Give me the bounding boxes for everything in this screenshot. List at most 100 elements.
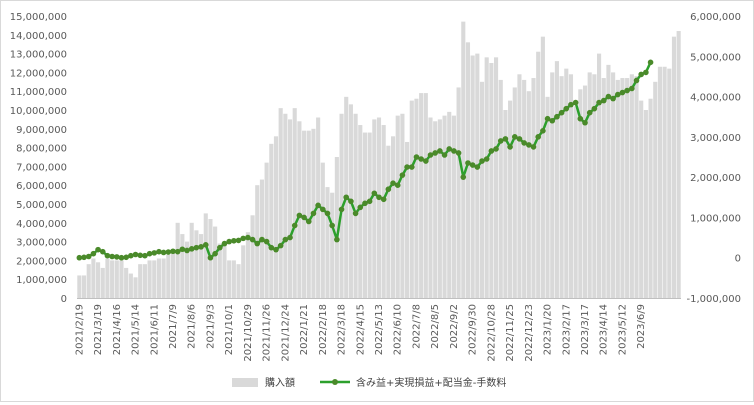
bar <box>217 243 222 298</box>
line-point <box>558 109 565 116</box>
x-axis: 2021/2/19 2021/3/19 2021/4/16 2021/5/14 2021… <box>74 298 681 362</box>
bar <box>540 36 545 299</box>
bar <box>236 264 241 298</box>
bar <box>498 79 503 298</box>
line-point <box>76 254 83 261</box>
bar <box>297 121 302 298</box>
line-point <box>170 248 176 255</box>
line-point <box>160 249 167 256</box>
line-point <box>320 206 326 213</box>
bar <box>643 110 648 298</box>
line-point <box>184 247 190 254</box>
line-point <box>441 152 448 158</box>
bar <box>578 89 583 298</box>
bar <box>479 81 485 298</box>
right-tick-label: 1,000,000 <box>690 213 741 224</box>
line-point <box>128 252 134 259</box>
line-point <box>502 136 509 142</box>
bar <box>592 74 597 298</box>
bar <box>395 115 400 298</box>
bar <box>419 93 424 298</box>
x-tick-label: 2021/7/9 <box>168 304 179 349</box>
legend: 購入額 含み益+実現損益+配当金-手数料 <box>232 376 506 389</box>
x-tick-label: 2021/9/3 <box>205 304 216 349</box>
line-point <box>399 172 406 178</box>
line-point <box>610 95 616 102</box>
bar <box>606 64 611 298</box>
line-point <box>334 236 340 243</box>
bar <box>671 36 677 299</box>
bar <box>465 42 471 298</box>
line-point <box>385 186 392 193</box>
line-point <box>521 140 527 146</box>
bar <box>381 125 386 298</box>
x-tick-label: 2021/11/26 <box>262 304 273 362</box>
line-point <box>291 222 298 229</box>
bar <box>428 117 433 299</box>
bar <box>96 262 101 298</box>
bar <box>77 275 82 298</box>
line-point <box>268 244 275 251</box>
line-point <box>109 253 115 260</box>
x-tick-label: 2022/2/18 <box>318 304 329 355</box>
bar <box>353 113 358 298</box>
x-tick-label: 2022/10/28 <box>486 304 497 362</box>
line-point <box>530 144 537 150</box>
line-point <box>629 85 635 92</box>
bar <box>241 245 246 298</box>
line-point <box>507 144 513 150</box>
line-point <box>535 134 541 140</box>
bar <box>222 241 227 298</box>
left-tick-label: 10,000,000 <box>10 106 67 117</box>
right-tick-label: 2,000,000 <box>690 173 741 184</box>
left-tick-label: 9,000,000 <box>16 125 67 136</box>
bar <box>405 141 410 298</box>
line-point <box>132 251 139 258</box>
line-point <box>221 240 228 247</box>
line-point <box>81 254 87 261</box>
line-point <box>638 71 644 78</box>
line-point <box>460 174 467 180</box>
bar <box>512 87 517 298</box>
bar <box>517 74 522 298</box>
line-point <box>352 210 359 217</box>
line-point <box>263 238 270 245</box>
line-point <box>174 248 181 255</box>
bar <box>278 108 283 299</box>
bar <box>587 72 592 299</box>
bar <box>81 275 87 298</box>
right-tick-label: 4,000,000 <box>690 93 741 104</box>
bar <box>386 145 391 298</box>
line-point <box>493 146 499 152</box>
bar <box>573 106 578 299</box>
left-tick-label: 0 <box>61 294 67 305</box>
line-point <box>231 237 237 244</box>
bar <box>199 234 204 298</box>
bar <box>451 115 456 298</box>
line-point <box>469 162 476 168</box>
line-point <box>338 206 345 213</box>
line-point <box>123 254 129 261</box>
bar <box>456 87 461 298</box>
line-point <box>151 250 158 256</box>
bar <box>156 258 161 298</box>
line-point <box>85 253 92 260</box>
left-axis: 0 1,000,000 2,000,000 3,000,000 4,000,000 5,0… <box>10 12 67 305</box>
x-tick-label: 2021/10/29 <box>243 304 254 362</box>
line-point <box>586 109 593 116</box>
line-point <box>451 148 457 154</box>
x-tick-label: 2022/11/25 <box>505 304 516 362</box>
bar <box>442 115 447 298</box>
line-point <box>193 244 200 251</box>
line-point <box>254 240 261 247</box>
line-point <box>273 246 279 253</box>
line-point <box>605 93 612 100</box>
bar <box>676 31 681 298</box>
bar <box>334 157 339 298</box>
line-point <box>305 218 312 225</box>
bar <box>124 267 129 298</box>
left-tick-label: 7,000,000 <box>16 162 67 173</box>
bar <box>100 267 105 298</box>
bar <box>269 143 274 298</box>
